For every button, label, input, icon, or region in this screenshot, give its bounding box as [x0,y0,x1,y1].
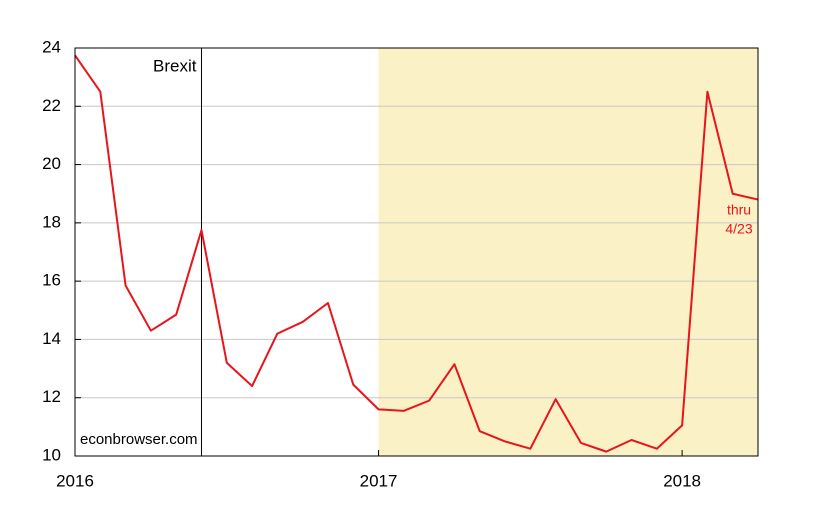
y-tick-label: 18 [42,212,61,231]
data-line [74,54,759,453]
y-tick-label: 24 [42,37,61,56]
end-note: thru [727,202,751,218]
x-tick-label: 2016 [56,471,94,490]
end-note: 4/23 [725,221,752,237]
event-label: Brexit [153,56,197,75]
x-tick-label: 2017 [360,471,398,490]
y-tick-label: 16 [42,271,61,290]
y-tick-label: 12 [42,387,61,406]
x-tick-label: 2018 [663,471,701,490]
shaded-region [378,48,758,456]
plot-frame [74,47,759,457]
y-tick-label: 20 [42,154,61,173]
y-tick-label: 22 [42,96,61,115]
source-label: econbrowser.com [80,431,198,448]
y-tick-label: 10 [42,445,61,464]
y-tick-label: 14 [42,329,61,348]
